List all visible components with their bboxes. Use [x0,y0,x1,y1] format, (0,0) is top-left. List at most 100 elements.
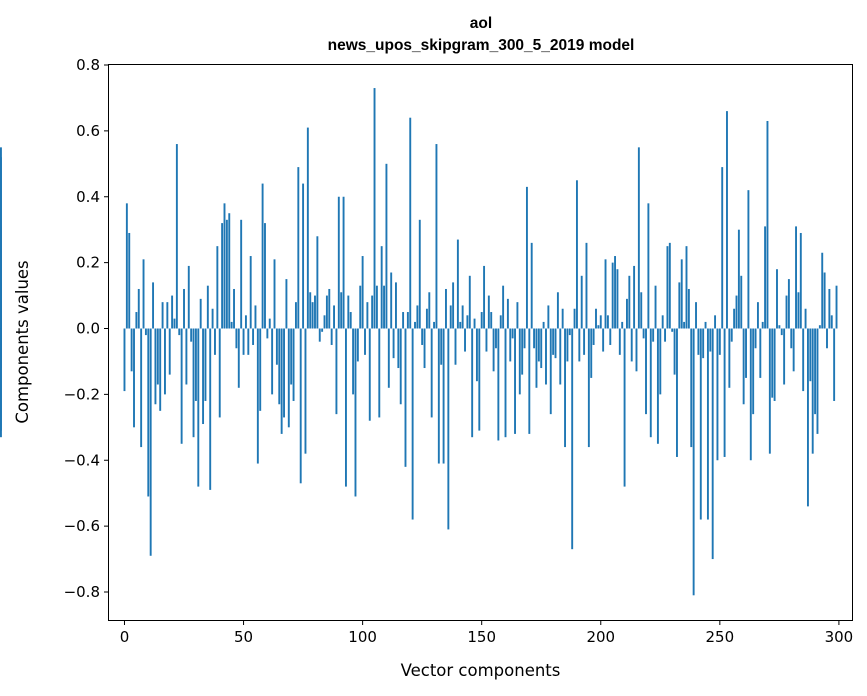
bar [442,328,445,464]
bar [580,275,583,329]
bar [664,328,667,342]
y-axis-ticks: −0.8 −0.6 −0.4 −0.2 0.0 0.2 0.4 0.6 0.8 [64,56,109,601]
bar [702,328,705,359]
bar [821,252,824,329]
bar [771,328,774,398]
bar [452,282,455,329]
bar [214,328,216,355]
bar [290,328,293,385]
bar [473,318,476,329]
bar [447,328,450,530]
bar [761,321,764,329]
bar [221,223,224,329]
y-tick-label: −0.4 [64,451,100,469]
bar [635,328,638,372]
bar [228,213,231,329]
bar [171,295,174,329]
bar [385,163,388,329]
x-axis-label: Vector components [401,661,561,680]
bar [683,321,686,329]
bar [814,328,817,415]
x-tick-label: 100 [348,628,377,646]
bar [192,328,195,438]
x-tick-label: 150 [467,628,496,646]
bar [618,328,621,355]
bar [373,88,376,329]
bar [402,312,405,329]
bar [342,196,345,329]
bar [206,285,209,329]
bar [154,328,157,405]
bar [528,328,531,434]
bar [130,328,133,372]
bar [575,180,578,329]
bar [125,203,128,329]
bar [233,288,235,329]
bar [314,295,316,329]
bar [673,328,676,375]
bar [0,147,2,329]
bar [756,302,759,329]
bar [497,328,500,441]
bar [537,328,540,362]
bar [475,328,478,382]
bar [133,328,135,428]
bar [578,328,581,362]
bar [742,328,745,405]
bar [554,328,557,359]
bar [240,219,243,329]
bar [549,328,552,415]
x-tick-label: 250 [706,628,735,646]
bar [785,295,788,329]
bar-series [0,88,838,596]
bar [806,328,809,507]
bar [278,328,281,405]
bar [509,328,512,362]
bar [194,328,197,401]
bar [797,292,800,329]
bar [714,315,717,329]
bar [244,315,247,329]
bar [571,328,574,550]
bar [811,328,814,454]
bar [190,328,193,342]
bar [773,328,776,401]
bar [268,318,271,329]
bar [776,269,778,329]
bar [511,328,514,339]
bar [687,288,690,329]
bar [468,275,471,329]
bar [623,328,626,487]
bar [173,318,176,329]
bar [411,328,414,520]
bar [149,328,152,556]
bar [737,229,740,329]
bar [709,328,712,352]
bar [802,328,805,392]
bar [485,328,488,352]
bar [654,285,657,329]
bar [199,298,202,329]
bar [735,295,738,329]
bar [340,292,343,329]
bar [418,219,421,329]
bar [392,328,395,359]
bar [235,328,238,349]
bar [561,308,564,329]
bar [152,282,155,329]
bar [609,328,612,345]
bar [409,117,412,329]
bar [433,321,436,329]
bar [440,328,443,365]
bar [818,325,821,329]
chart-title-line-1: aol [470,15,492,32]
y-tick-label: −0.6 [64,517,100,535]
bar [304,328,307,454]
bar [237,328,240,388]
bar [414,321,416,329]
bar [178,328,181,336]
bar [211,308,214,329]
bar [621,321,624,329]
